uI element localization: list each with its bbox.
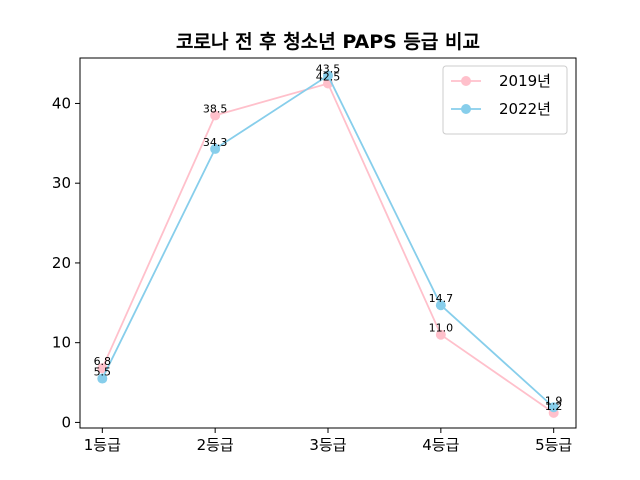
legend-box	[442, 65, 568, 135]
y-tick-label: 10	[52, 334, 71, 352]
plot-area: 6.8 38.5 42.5 11.0 1.2 5.5 34.3 43.5 14.7 1.9	[94, 63, 563, 418]
legend-label: 2019년	[499, 72, 551, 90]
chart-title: 코로나 전 후 청소년 PAPS 등급 비교	[176, 31, 480, 53]
data-label: 11.0	[429, 322, 454, 335]
data-point	[210, 143, 221, 154]
y-tick-label: 30	[52, 174, 71, 192]
data-label: 38.5	[203, 102, 228, 115]
legend-label: 2022년	[499, 100, 551, 118]
y-tick-label: 0	[61, 413, 71, 431]
data-label: 6.8	[94, 355, 112, 368]
data-point	[548, 402, 559, 413]
data-label: 14.7	[429, 292, 454, 305]
legend-marker	[461, 76, 471, 86]
x-tick-label: 1등급	[84, 436, 121, 454]
data-label: 34.3	[203, 136, 228, 149]
data-point	[97, 363, 108, 374]
data-label: 1.9	[545, 394, 563, 407]
y-tick-label: 20	[52, 254, 71, 272]
x-tick-label: 4등급	[422, 436, 459, 454]
data-point	[323, 70, 333, 81]
y-tick-label: 40	[52, 94, 71, 112]
data-label: 5.5	[94, 366, 112, 379]
data-label: 43.5	[316, 63, 341, 76]
x-tick-label: 2등급	[197, 436, 234, 454]
legend-marker	[461, 104, 471, 114]
legend: 2019년 2022년	[442, 65, 568, 135]
data-point	[97, 373, 108, 384]
x-tick-label: 5등급	[535, 436, 572, 454]
axes: 1등급 2등급 3등급 4등급 5등급 0 10 20 30 40	[52, 94, 573, 454]
data-point	[435, 300, 446, 311]
data-point	[435, 329, 446, 340]
x-tick-label: 3등급	[309, 436, 346, 454]
data-point	[210, 110, 221, 121]
data-label: 1.2	[545, 400, 563, 413]
data-label: 42.5	[316, 71, 341, 84]
